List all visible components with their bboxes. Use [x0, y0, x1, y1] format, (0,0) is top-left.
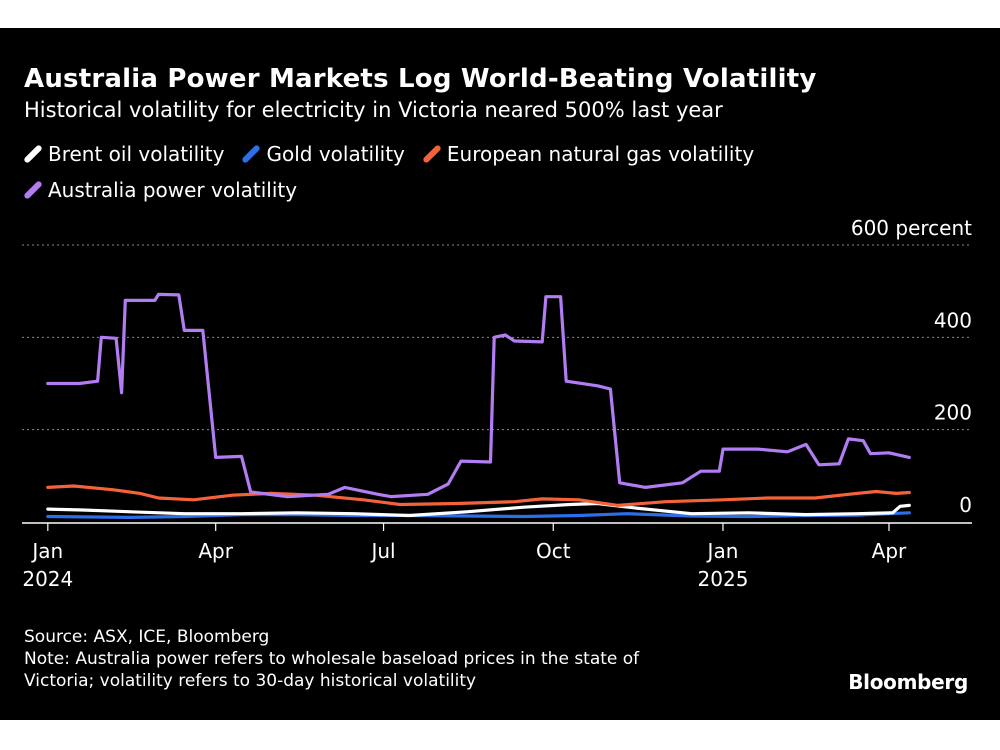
legend-label-gas: European natural gas volatility	[446, 142, 755, 166]
chart-subtitle: Historical volatility for electricity in…	[24, 98, 723, 122]
source-text: Source: ASX, ICE, Bloomberg	[24, 627, 270, 647]
y-tick-label-200: 200	[934, 401, 972, 425]
bloomberg-logo: Bloomberg	[848, 670, 968, 694]
chart-title: Australia Power Markets Log World-Beatin…	[24, 64, 817, 94]
legend-label-power: Australia power volatility	[48, 178, 298, 202]
x-tick-sublabel-4: 2025	[698, 567, 749, 591]
y-tick-label-0: 0	[959, 493, 972, 517]
y-tick-label-400: 400	[934, 308, 972, 332]
x-tick-label-3: Oct	[536, 539, 571, 563]
series-line-european-natural-gas-volatility	[46, 484, 911, 507]
plot-area: 0 200 400 600 percent Jan 2024 Apr Jul Oct Jan 202…	[22, 216, 972, 591]
x-tick-label-4: Jan	[706, 539, 739, 563]
series-line-gold-volatility	[46, 511, 911, 519]
legend-label-gold: Gold volatility	[266, 142, 405, 166]
x-tick-sublabel-0: 2024	[22, 567, 73, 591]
x-tick-label-5: Apr	[872, 539, 907, 563]
chart-card: Australia Power Markets Log World-Beatin…	[0, 28, 1000, 720]
x-tick-label-2: Jul	[369, 539, 395, 563]
legend-item-power: Australia power volatility	[23, 178, 298, 202]
x-tick-label-1: Apr	[198, 539, 233, 563]
y-tick-label-600: 600 percent	[851, 216, 972, 240]
x-tick-label-0: Jan	[30, 539, 63, 563]
note-text-line2: Victoria; volatility refers to 30-day hi…	[24, 671, 477, 691]
legend-item-gas: European natural gas volatility	[421, 142, 755, 166]
footer: Source: ASX, ICE, Bloomberg Note: Austra…	[24, 626, 639, 692]
series-line-australia-power-volatility	[46, 292, 911, 499]
series-line-brent-oil-volatility	[46, 501, 911, 518]
note-text-line1: Note: Australia power refers to wholesal…	[24, 649, 640, 669]
legend-item-gold: Gold volatility	[241, 142, 405, 166]
legend-item-brent: Brent oil volatility	[23, 142, 225, 166]
legend: Brent oil volatility Gold volatility Eur…	[23, 142, 924, 202]
legend-label-brent: Brent oil volatility	[48, 142, 225, 166]
